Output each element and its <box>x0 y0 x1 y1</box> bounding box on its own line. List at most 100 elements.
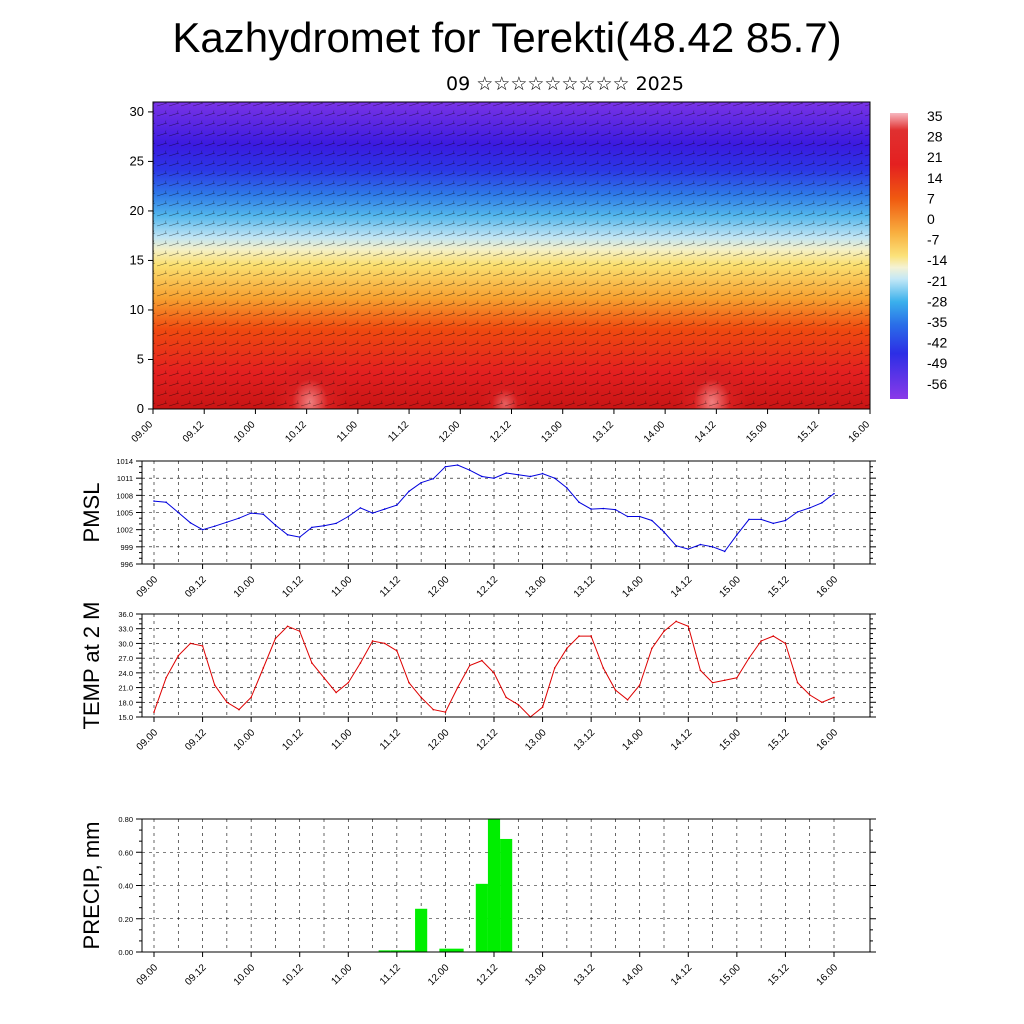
data-point <box>408 681 410 684</box>
data-point <box>165 501 167 504</box>
data-point <box>189 642 192 645</box>
data-point <box>153 711 155 713</box>
data-point <box>298 630 301 632</box>
x-tick-label: 11.00 <box>329 727 354 752</box>
colorbar-label: 14 <box>927 170 943 186</box>
x-tick-label: 15.12 <box>766 962 792 988</box>
colorbar-label: -35 <box>927 314 947 330</box>
data-point <box>699 543 702 546</box>
panel-border <box>141 818 871 953</box>
data-point <box>323 676 325 679</box>
data-point <box>153 500 155 502</box>
temp-panel: 15.0 18.0 21.0 24.0 27.0 30.0 33.0 36.0 09.00 09.… <box>79 602 876 753</box>
x-tick-label: 15.00 <box>718 574 744 600</box>
data-point <box>723 679 726 682</box>
x-tick-label: 09.00 <box>135 962 161 988</box>
y-tick-label: 999 <box>120 543 133 552</box>
x-tick-label: 14.12 <box>669 727 695 753</box>
precip-bar <box>487 819 501 952</box>
x-tick-label: 10.00 <box>232 727 258 753</box>
data-point <box>505 472 507 474</box>
data-point <box>517 473 520 476</box>
data-point <box>566 647 568 650</box>
data-point <box>517 703 520 706</box>
y-tick-label: 15 <box>130 252 144 267</box>
y-tick-label: 1011 <box>117 474 133 483</box>
data-point <box>638 515 641 518</box>
x-tick-label: 10.00 <box>232 962 258 988</box>
y-tick-label: 1005 <box>116 509 133 518</box>
data-point <box>760 518 762 521</box>
data-point <box>675 544 677 547</box>
data-point <box>213 525 216 528</box>
data-point <box>444 465 447 468</box>
data-point <box>578 635 580 637</box>
data-point <box>420 481 422 484</box>
data-point <box>335 522 337 525</box>
y-tick-label: 0.60 <box>118 848 133 857</box>
data-point <box>359 507 362 509</box>
x-tick-label: 16.00 <box>847 419 873 445</box>
data-point <box>626 699 629 701</box>
colorbar <box>890 113 908 399</box>
x-tick-label: 14.00 <box>620 962 646 988</box>
x-tick-label: 10.12 <box>280 574 306 600</box>
x-tick-label: 12.00 <box>437 419 463 445</box>
y-tick-label: 0.80 <box>118 815 133 824</box>
x-tick-label: 15.00 <box>718 727 744 753</box>
data-point <box>250 512 252 514</box>
data-point <box>626 515 629 518</box>
data-point <box>347 681 350 684</box>
x-tick-label: 13.00 <box>539 419 565 445</box>
colorbar-labels: 35 28 21 14 7 0 -7 -14 -21 -28 -35 -42 -49 -56 <box>927 108 947 392</box>
data-point <box>165 676 167 679</box>
data-point <box>201 528 204 531</box>
y-tick-label: 18.0 <box>118 698 133 707</box>
pmsl-panel: 996 999 1002 1005 1008 1011 1014 09.00 09.12 10.0… <box>79 457 876 600</box>
colorbar-label: -28 <box>927 293 947 309</box>
x-tick-label: 12.12 <box>475 727 501 753</box>
data-point <box>736 676 738 679</box>
precip-bar <box>378 950 391 952</box>
data-point <box>226 521 228 524</box>
data-point <box>371 640 374 642</box>
colorbar-label: 35 <box>927 108 943 124</box>
data-point <box>784 519 787 522</box>
data-point <box>651 647 653 650</box>
data-point <box>238 517 240 520</box>
x-tick-label: 16.00 <box>815 962 841 988</box>
x-tick-label: 11.00 <box>329 574 354 599</box>
data-point <box>493 477 495 479</box>
data-point <box>286 625 289 628</box>
data-point <box>311 662 313 664</box>
x-tick-label: 13.00 <box>523 574 549 600</box>
data-point <box>541 706 544 708</box>
data-point <box>687 548 690 550</box>
x-tick-label: 14.12 <box>669 962 695 988</box>
precip-bar <box>439 948 452 952</box>
precip-bar <box>390 950 403 952</box>
colorbar-label: 21 <box>927 149 943 165</box>
data-point <box>396 504 398 506</box>
x-tick-label: 10.12 <box>283 419 309 445</box>
data-point <box>432 708 435 711</box>
x-tick-label: 12.00 <box>426 574 452 600</box>
data-point <box>796 511 799 513</box>
data-point <box>699 669 702 672</box>
data-point <box>687 625 690 628</box>
data-point <box>541 472 544 475</box>
precip-bar <box>451 948 464 952</box>
data-point <box>371 512 374 514</box>
data-point <box>311 526 313 529</box>
warm-cores <box>153 102 870 409</box>
y-tick-label: 0.40 <box>118 882 133 891</box>
x-tick-label: 12.00 <box>426 962 452 988</box>
y-tick-label: 24.0 <box>118 669 133 678</box>
x-tick-label: 11.12 <box>378 574 403 599</box>
x-tick-label: 10.00 <box>232 574 258 600</box>
x-tick-label: 13.12 <box>572 962 598 988</box>
data-point <box>796 681 799 684</box>
precip-bar <box>500 838 513 952</box>
x-tick-label: 11.12 <box>386 419 411 444</box>
